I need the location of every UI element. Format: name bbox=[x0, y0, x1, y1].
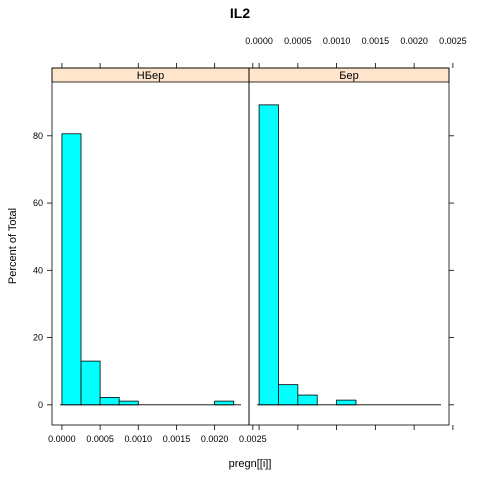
x-tick-label: 0.0000 bbox=[48, 434, 76, 444]
histogram-bar bbox=[118, 400, 139, 406]
histogram-bar bbox=[336, 399, 357, 406]
y-tick-label: 60 bbox=[33, 198, 43, 208]
y-tick-label: 0 bbox=[38, 400, 43, 410]
histogram-bar bbox=[61, 133, 82, 406]
x-tick-label: 0.0020 bbox=[400, 36, 428, 46]
x-tick-label: 0.0015 bbox=[163, 434, 191, 444]
histogram-bar bbox=[297, 394, 318, 406]
x-axis-label: pregn[[i]] bbox=[229, 458, 272, 470]
histogram-bar bbox=[80, 360, 101, 406]
panel-border bbox=[248, 67, 450, 426]
y-tick-label: 80 bbox=[33, 131, 43, 141]
x-tick-label: 0.0020 bbox=[201, 434, 229, 444]
y-tick-label: 40 bbox=[33, 265, 43, 275]
x-tick-label: 0.0025 bbox=[239, 434, 267, 444]
x-tick-label: 0.0010 bbox=[323, 36, 351, 46]
panel-2: Бер 0.0000 0.0005 0.0010 0.0015 0.0020 0.0025 bbox=[245, 36, 467, 430]
x-tick-label: 0.0015 bbox=[362, 36, 390, 46]
panels: НБер 0.0000 0.0005 0.0010 0.0015 0.0020 0.0025… bbox=[33, 36, 467, 444]
y-tick-label: 20 bbox=[33, 333, 43, 343]
strip-label: НБер bbox=[137, 70, 164, 82]
x-tick-label: 0.0005 bbox=[284, 36, 312, 46]
histogram-bar bbox=[99, 397, 120, 406]
histogram-bar bbox=[258, 104, 279, 406]
panel-1: НБер 0.0000 0.0005 0.0010 0.0015 0.0020 0.0025 bbox=[48, 63, 267, 444]
histogram-bar bbox=[214, 400, 235, 406]
strip-label: Бер bbox=[339, 70, 358, 82]
y-axis: 0 20 40 60 80 bbox=[33, 131, 454, 410]
chart-title: IL2 bbox=[230, 5, 250, 21]
x-tick-label: 0.0000 bbox=[245, 36, 273, 46]
x-tick-label: 0.0025 bbox=[439, 36, 467, 46]
histogram-bar bbox=[278, 384, 299, 406]
y-axis-label: Percent of Total bbox=[7, 208, 19, 284]
x-tick-label: 0.0005 bbox=[86, 434, 114, 444]
x-tick-label: 0.0010 bbox=[125, 434, 153, 444]
